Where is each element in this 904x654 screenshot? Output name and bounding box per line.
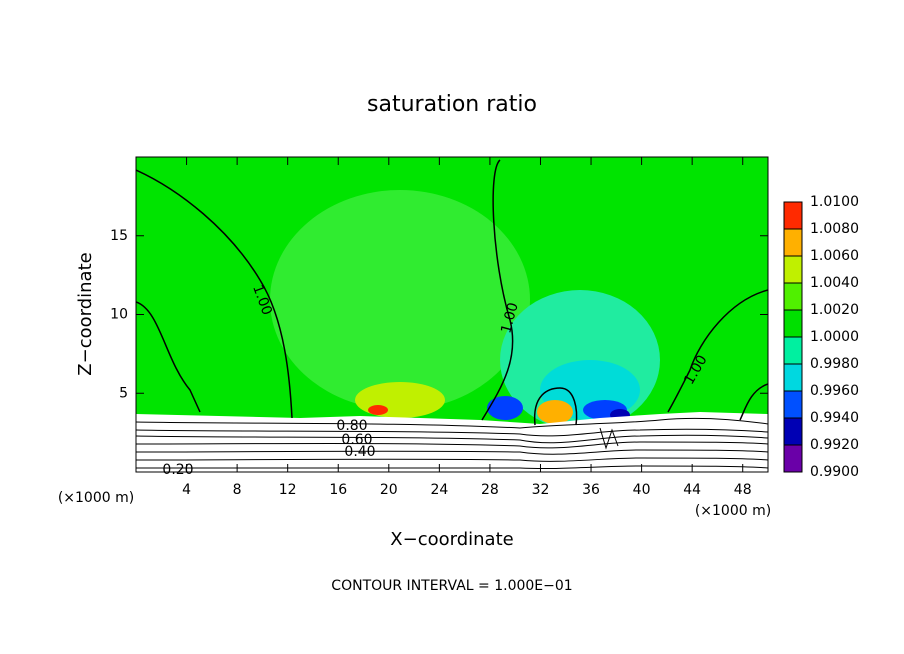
colorbar-band (784, 445, 802, 472)
colorbar-tick-label: 1.0020 (810, 302, 859, 318)
x-tick-label: 4 (182, 482, 191, 498)
y-tick-label: 15 (110, 228, 128, 244)
x-tick-label: 24 (430, 482, 448, 498)
field-patch (270, 190, 530, 410)
contour-label: 0.60 (341, 432, 372, 448)
contour-label: 1.00 (498, 301, 522, 335)
colorbar-band (784, 310, 802, 337)
colorbar-tick-label: 1.0060 (810, 248, 859, 264)
colorbar-band (784, 364, 802, 391)
field-patch (355, 382, 445, 418)
annotation: CONTOUR INTERVAL = 1.000E−01 (331, 578, 572, 594)
y-tick-label: 10 (110, 307, 128, 323)
x-tick-label: 32 (532, 482, 550, 498)
colorbar-band (784, 418, 802, 445)
contour-lines (136, 159, 768, 426)
contour-label: 0.20 (162, 462, 193, 478)
colorbar-tick-label: 1.0040 (810, 275, 859, 291)
colorbar-band (784, 337, 802, 364)
x-tick-label: 8 (233, 482, 242, 498)
x-tick-label: 12 (279, 482, 297, 498)
colorbar-tick-label: 1.0000 (810, 329, 859, 345)
field-patch (368, 405, 388, 415)
field-patch (487, 396, 523, 420)
contour-lines (136, 417, 768, 470)
field-patch (537, 400, 573, 424)
x-tick-label: 28 (481, 482, 499, 498)
x-tick-label: 48 (734, 482, 752, 498)
colorbar-tick-label: 1.0100 (810, 194, 859, 210)
y-axis-label: Z−coordinate (75, 252, 96, 375)
contour-label: 0.40 (344, 444, 375, 460)
colorbar-band (784, 202, 802, 229)
field (136, 157, 768, 472)
x-tick-label: 44 (683, 482, 701, 498)
colorbar-band (784, 391, 802, 418)
contour-label: 0.80 (336, 418, 367, 434)
x-tick-label: 16 (329, 482, 347, 498)
y-tick-label: 5 (119, 385, 128, 401)
colorbar-band (784, 283, 802, 310)
x-tick-label: 20 (380, 482, 398, 498)
y-unit: (×1000 m) (58, 490, 134, 506)
x-tick-label: 40 (633, 482, 651, 498)
x-tick-label: 36 (582, 482, 600, 498)
colorbar-tick-label: 0.9960 (810, 383, 859, 399)
colorbar-tick-label: 0.9920 (810, 437, 859, 453)
chart-title: saturation ratio (367, 92, 537, 117)
colorbar-tick-label: 0.9900 (810, 464, 859, 480)
x-axis-label: X−coordinate (390, 529, 513, 550)
colorbar-tick-label: 0.9940 (810, 410, 859, 426)
x-unit: (×1000 m) (695, 503, 771, 519)
colorbar-tick-label: 1.0080 (810, 221, 859, 237)
colorbar-band (784, 229, 802, 256)
field-blank (136, 412, 768, 472)
colorbar-tick-label: 0.9980 (810, 356, 859, 372)
colorbar-band (784, 256, 802, 283)
